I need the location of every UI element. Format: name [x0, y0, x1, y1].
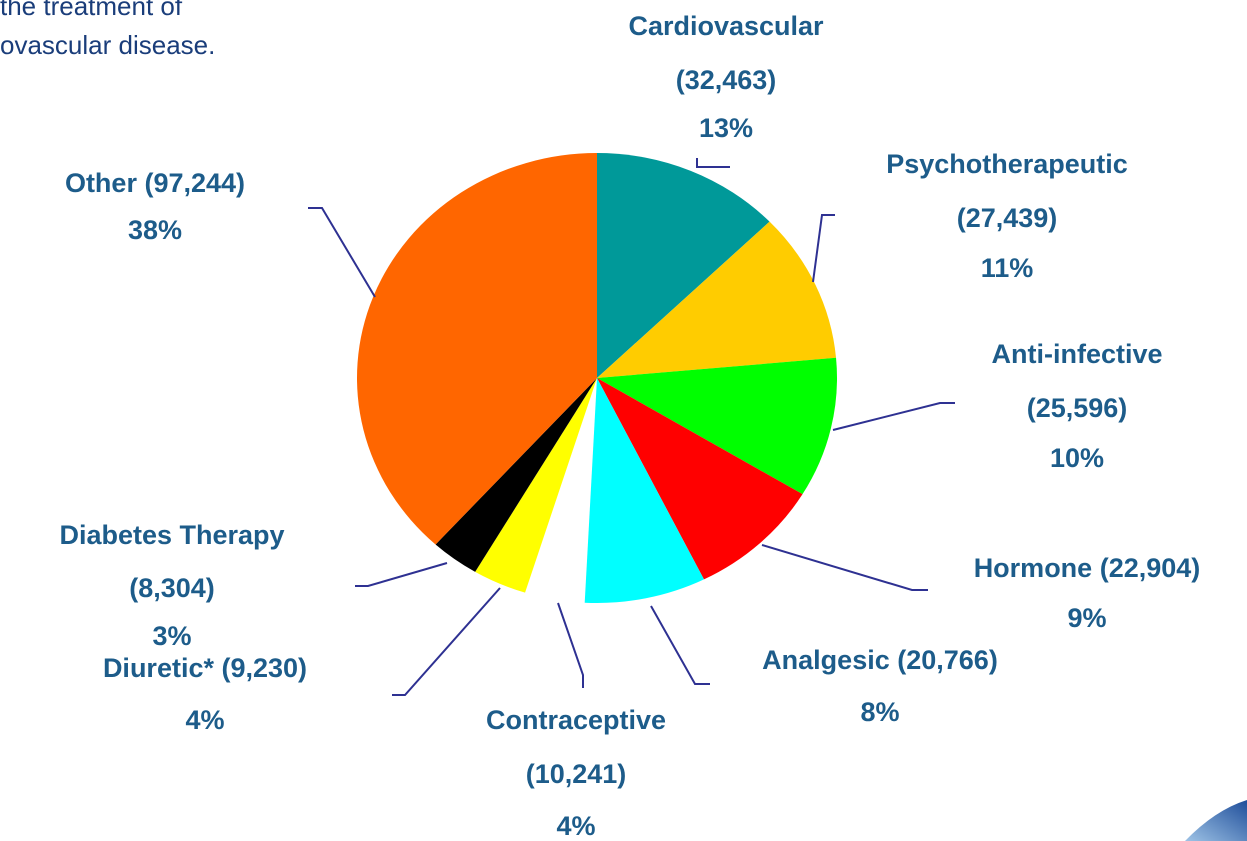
- pie-slice: [597, 378, 803, 580]
- leader-line: [392, 587, 501, 696]
- annotation: the treatment of: [0, 0, 183, 21]
- category-name: Psychotherapeutic: [886, 149, 1128, 179]
- percent-label: 8%: [860, 697, 899, 727]
- category-name: Contraceptive: [486, 705, 666, 735]
- leader-line: [650, 605, 710, 685]
- pie-slice: [435, 378, 597, 572]
- pie-slice: [597, 153, 770, 378]
- pie: [357, 153, 837, 611]
- percent-label: 4%: [185, 705, 224, 735]
- percent-label: 3%: [152, 621, 191, 651]
- decoration: [1185, 800, 1247, 841]
- category-name: Analgesic: [762, 645, 890, 675]
- leader-line: [557, 602, 584, 688]
- pie-slice: [475, 378, 597, 593]
- percent-label: 38%: [128, 215, 182, 245]
- percent-label: 4%: [556, 811, 595, 841]
- labels: Cardiovascular (32,463) 13% Psychotherapeut…: [59, 11, 1200, 841]
- slice-label: Analgesic (20,766): [762, 645, 998, 675]
- category-name: Other: [65, 168, 138, 198]
- leader-line: [355, 562, 448, 587]
- value-label: (97,244): [144, 168, 245, 198]
- value-label: (10,241): [526, 759, 627, 789]
- leader-line: [308, 207, 376, 298]
- slice-label: Other (97,244): [65, 168, 245, 198]
- percent-label: 10%: [1050, 443, 1104, 473]
- annotation: ovascular disease.: [0, 30, 215, 60]
- value-label: (20,766): [897, 645, 998, 675]
- slice-label: Hormone (22,904): [974, 553, 1201, 583]
- pie-slice: [597, 221, 837, 378]
- percent-label: 9%: [1067, 603, 1106, 633]
- pie-slice: [584, 378, 704, 603]
- category-name: Anti-infective: [991, 339, 1162, 369]
- percent-label: 11%: [981, 253, 1034, 283]
- pie-slice: [597, 357, 837, 495]
- leader-line: [761, 544, 928, 591]
- value-label: (25,596): [1027, 393, 1128, 423]
- pie-slice: [523, 385, 596, 611]
- leader-line: [832, 402, 955, 431]
- slice-label: Diuretic* (9,230): [103, 653, 307, 683]
- leader-line: [696, 158, 730, 168]
- pie-slice: [357, 153, 597, 545]
- percent-label: 13%: [699, 113, 753, 143]
- value-label: (22,904): [1100, 553, 1201, 583]
- category-name: Diabetes Therapy: [59, 520, 284, 550]
- category-name: Cardiovascular: [628, 11, 824, 41]
- value-label: (9,230): [222, 653, 308, 683]
- value-label: (8,304): [129, 573, 215, 603]
- value-label: (32,463): [676, 65, 777, 95]
- category-name: Hormone: [974, 553, 1093, 583]
- leader-line: [812, 214, 835, 283]
- value-label: (27,439): [957, 203, 1058, 233]
- category-name: Diuretic*: [103, 653, 215, 683]
